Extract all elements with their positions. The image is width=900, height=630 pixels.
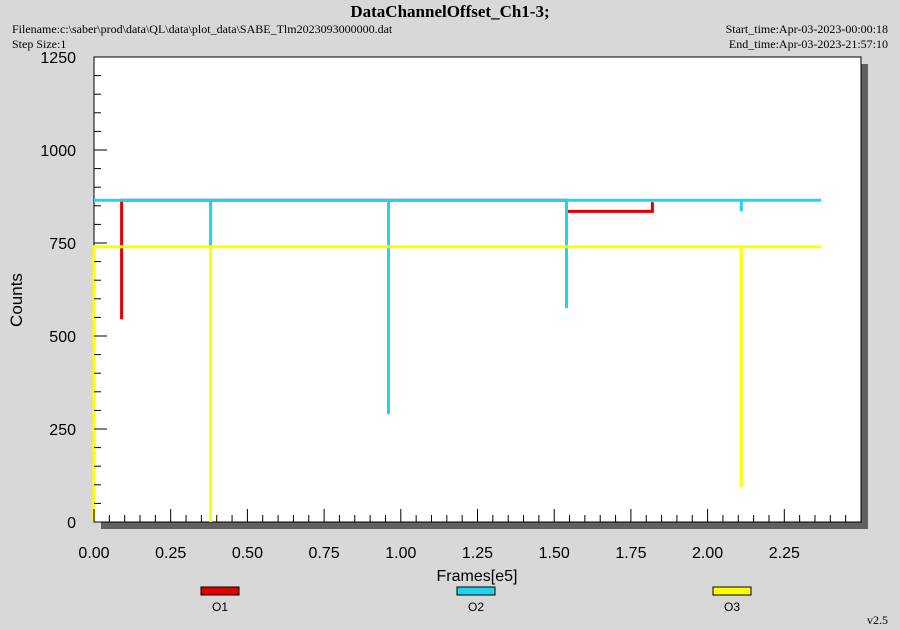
y-tick-label: 1000 — [40, 143, 76, 160]
x-tick-label: 0.00 — [78, 545, 109, 562]
legend-label-o2: O2 — [468, 600, 484, 614]
end-time-label: End_time:Apr-03-2023-21:57:10 — [728, 37, 888, 51]
x-tick-label: 0.25 — [155, 545, 186, 562]
legend: O1 O2 O3 — [200, 586, 752, 614]
x-tick-label: 2.00 — [692, 545, 723, 562]
legend-swatch-o1 — [200, 586, 240, 596]
y-tick-label: 0 — [67, 515, 76, 532]
x-tick-label: 1.50 — [539, 545, 570, 562]
x-tick-label: 1.00 — [385, 545, 416, 562]
x-axis-label: Frames[e5] — [437, 568, 518, 585]
y-axis-label: Counts — [7, 273, 26, 327]
filename-label: Filename:c:\saber\prod\data\QL\data\plot… — [12, 22, 393, 36]
x-tick-label: 1.25 — [462, 545, 493, 562]
version-label: v2.5 — [867, 613, 888, 627]
y-tick-label: 250 — [49, 422, 76, 439]
legend-swatch-o3 — [712, 586, 752, 596]
chart-title: DataChannelOffset_Ch1-3; — [350, 2, 550, 21]
start-time-label: Start_time:Apr-03-2023-00:00:18 — [725, 22, 888, 36]
axis-layer: 0 250 500 750 1000 1250 0.00 0.25 0.50 0.75 1.00 1.… — [40, 50, 847, 562]
y-tick-label: 750 — [49, 236, 76, 253]
series-o3-line — [92, 245, 822, 522]
x-tick-label: 1.75 — [615, 545, 646, 562]
step-size-label: Step Size:1 — [12, 37, 67, 51]
x-tick-label: 0.75 — [309, 545, 340, 562]
series-layer — [92, 198, 822, 522]
y-tick-label: 1250 — [40, 50, 76, 67]
legend-label-o1: O1 — [212, 600, 228, 614]
x-tick-label: 2.25 — [769, 545, 800, 562]
y-tick-label: 500 — [49, 329, 76, 346]
legend-label-o3: O3 — [724, 600, 740, 614]
legend-swatch-o2 — [456, 586, 496, 596]
plot-area — [93, 56, 862, 523]
x-tick-label: 0.50 — [232, 545, 263, 562]
series-o2-line — [94, 198, 822, 415]
